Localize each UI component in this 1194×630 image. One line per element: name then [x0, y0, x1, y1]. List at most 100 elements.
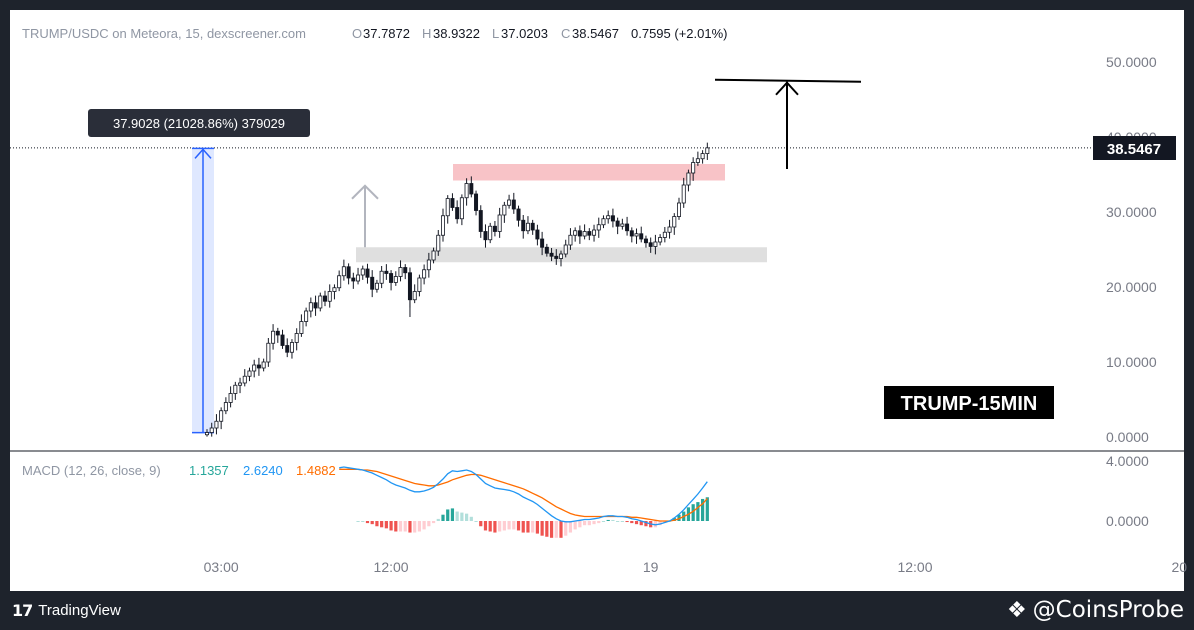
candle-body — [308, 302, 313, 312]
macd-histogram-bar — [427, 521, 431, 527]
macd-pane: 4.0000 0.0000 — [339, 453, 1149, 538]
candle-body — [653, 241, 658, 247]
macd-histogram-bar — [493, 521, 497, 533]
macd-histogram-bar — [380, 521, 384, 528]
chart-canvas[interactable]: TRUMP/USDC on Meteora, 15, dexscreener.c… — [0, 0, 1194, 591]
candle-body — [577, 230, 582, 237]
candles-layer — [204, 142, 710, 437]
candle-body — [247, 370, 252, 377]
macd-signal-value: 1.4882 — [296, 463, 336, 478]
chart-label: TRUMP-15MIN — [884, 386, 1054, 419]
macd-histogram-bar — [696, 502, 700, 521]
candle-body — [266, 342, 271, 363]
measure-label-text: 37.9028 (21028.86%) 379029 — [113, 116, 285, 131]
macd-histogram-bar — [375, 521, 379, 527]
time-tick-label: 19 — [643, 559, 659, 575]
candle-body — [620, 223, 625, 227]
macd-histogram-bar — [611, 519, 615, 521]
macd-histogram-bar — [498, 521, 502, 532]
macd-histogram-bar — [573, 521, 577, 530]
price-tag-text: 38.5467 — [1107, 141, 1161, 158]
candle-body — [625, 223, 630, 232]
candle-body — [554, 255, 559, 259]
tradingview-icon: 17 — [12, 600, 33, 620]
candle-body — [289, 342, 294, 353]
target-arrow-head — [775, 81, 799, 96]
macd-histogram-bar — [521, 521, 525, 533]
price-axis[interactable]: 50.000040.000030.000020.000010.00000.000… — [1106, 54, 1157, 445]
candle-body — [643, 238, 648, 244]
candle-body — [280, 334, 285, 346]
macd-histogram-bar — [465, 513, 469, 521]
candle-body — [634, 233, 639, 237]
macd-histogram-bar — [554, 521, 558, 538]
open-label: O — [352, 26, 362, 41]
price-tick-label: 30.0000 — [1106, 204, 1157, 220]
candle-body — [672, 216, 677, 228]
price-tick-label: 10.0000 — [1106, 354, 1157, 370]
macd-histogram-bar — [564, 521, 568, 536]
candle-body — [483, 231, 488, 241]
candle-body — [691, 162, 696, 174]
candle-body — [275, 330, 280, 336]
macd-histogram-bar — [568, 521, 573, 533]
time-tick-label: 12:00 — [374, 559, 409, 575]
macd-histogram-bar — [516, 521, 521, 531]
macd-histogram-bar — [389, 521, 393, 531]
candle-body — [511, 199, 516, 210]
candle-body — [601, 218, 606, 226]
price-tick-label: 0.0000 — [1106, 429, 1149, 445]
candle-body — [233, 384, 238, 394]
macd-histogram-bar — [483, 521, 488, 531]
candle-body — [662, 231, 667, 238]
candle-body — [365, 268, 370, 278]
candle-body — [700, 153, 705, 160]
candle-body — [667, 226, 672, 233]
macd-histogram-bar — [474, 521, 478, 522]
candle-body — [304, 310, 309, 322]
candle-body — [294, 333, 299, 343]
candle-body — [677, 202, 682, 217]
tradingview-logo[interactable]: 17 TradingView — [12, 599, 121, 621]
candle-body — [252, 364, 257, 372]
candle-body — [436, 234, 441, 252]
macd-histogram-bar — [361, 521, 365, 522]
macd-name: MACD (12, 26, close, 9) — [22, 463, 161, 478]
candle-body — [322, 295, 327, 302]
candle-body — [525, 222, 530, 232]
zones-layer — [10, 147, 1093, 263]
candle-body — [351, 277, 356, 282]
candle-body — [426, 259, 431, 271]
macd-tick-label: 4.0000 — [1106, 453, 1149, 469]
candle-body — [384, 270, 389, 274]
macd-histogram-bar — [431, 521, 436, 524]
candle-body — [540, 238, 545, 248]
time-axis[interactable]: 03:00 12:00 19 12:00 20 — [204, 559, 1188, 575]
candle-body — [389, 273, 394, 283]
macd-histogram-bar — [450, 508, 455, 521]
time-tick-label: 20 — [1172, 559, 1188, 575]
measure-layer — [192, 147, 214, 434]
candle-body — [214, 420, 219, 429]
candle-body — [341, 266, 346, 277]
candle-body — [450, 198, 455, 208]
macd-histogram-bar — [507, 521, 511, 530]
candle-body — [360, 268, 365, 276]
candle-body — [356, 274, 361, 282]
candle-body — [422, 269, 427, 279]
candle-body — [209, 427, 214, 433]
candle-body — [318, 295, 323, 309]
macd-histogram-bar — [616, 521, 620, 522]
candle-body — [592, 229, 597, 236]
macd-histogram-bar — [625, 521, 629, 523]
price-tick-label: 20.0000 — [1106, 279, 1157, 295]
low-value: 37.0203 — [501, 26, 548, 41]
candle-body — [568, 234, 573, 246]
macd-histogram-bar — [394, 521, 398, 532]
candle-body — [238, 382, 243, 386]
macd-histogram-bar — [502, 521, 506, 531]
macd-histogram-bar — [705, 497, 709, 521]
candle-body — [530, 222, 535, 231]
macd-hist-value: 1.1357 — [189, 463, 229, 478]
macd-histogram-bar — [583, 521, 587, 526]
